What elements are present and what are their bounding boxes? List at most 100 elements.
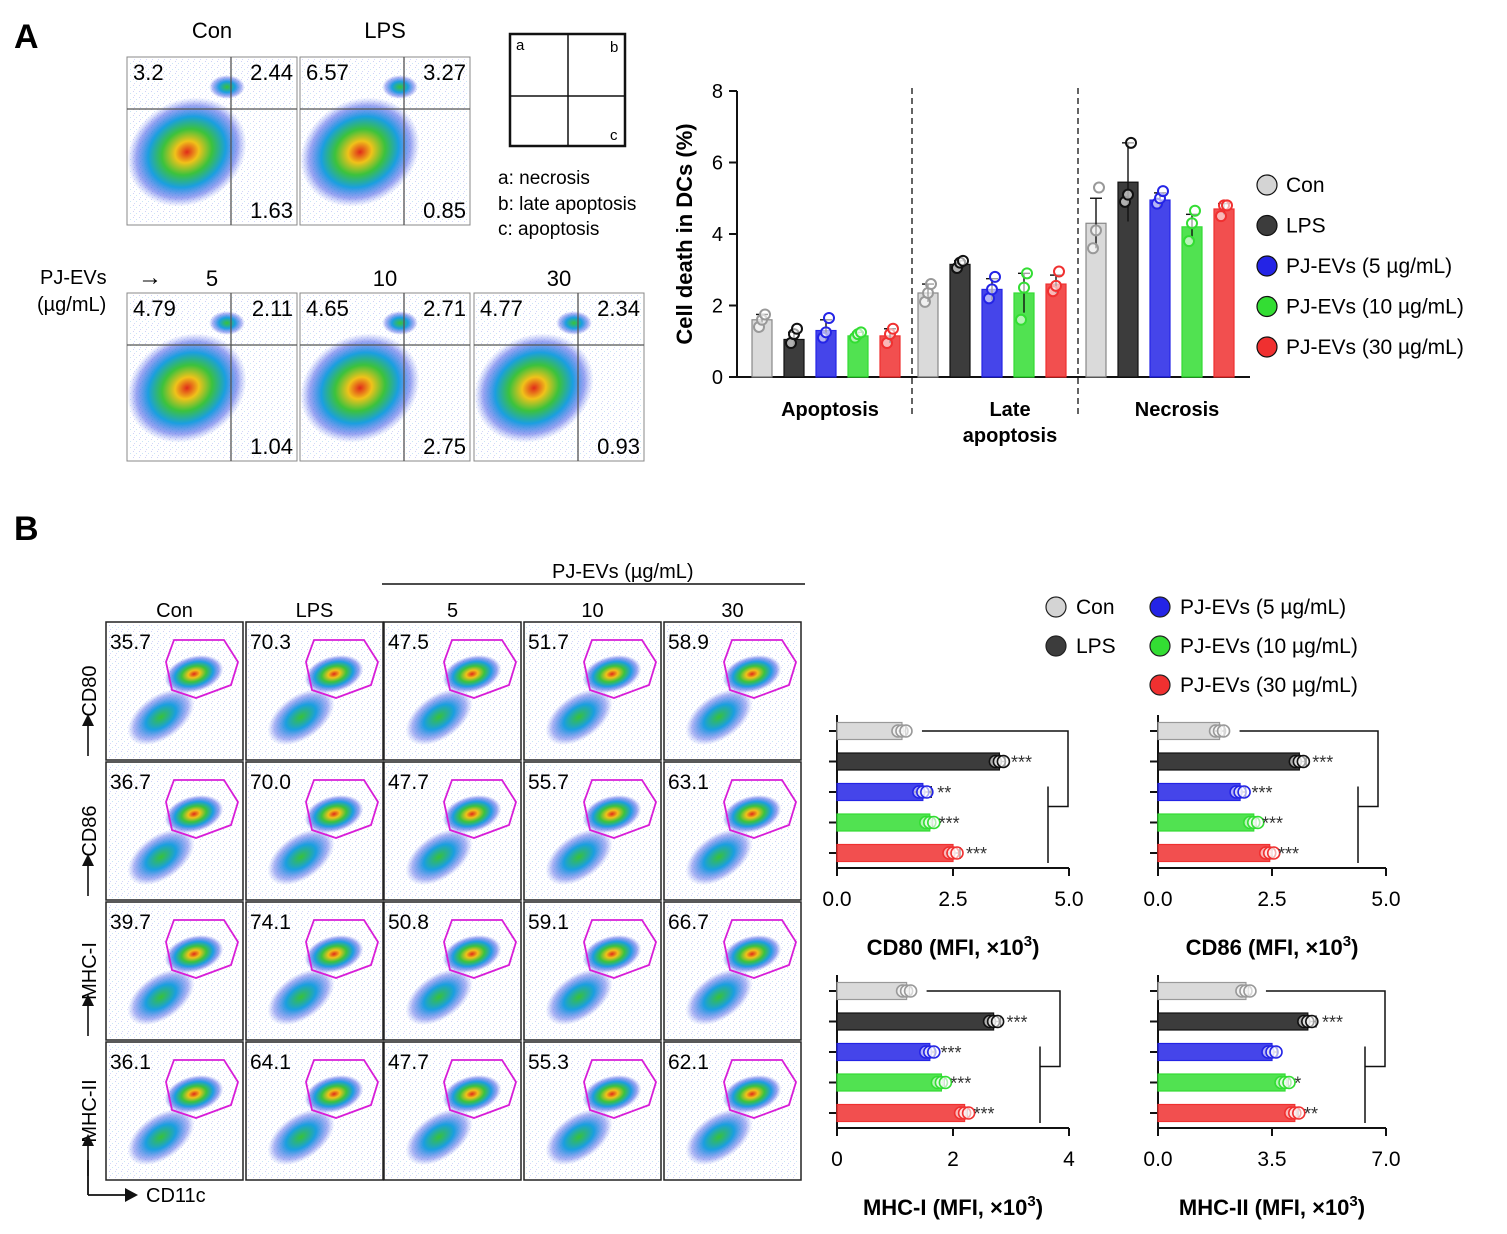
- panel-b-flow-grid: Con LPS 5 10 30 CD80 35.7 70.3 47.5 51.7 58.9 CD86 3…: [79, 600, 802, 1181]
- quadrant-b-value: 2.44: [250, 60, 293, 85]
- legend-marker: [1045, 596, 1067, 618]
- flow-plot-ev5: 5 4.79 2.11 1.04: [126, 266, 298, 462]
- bar: [1157, 752, 1300, 771]
- panel-a-legend: Con LPS PJ-EVs (5 µg/mL) PJ-EVs (10 µg/mL) P…: [1256, 174, 1464, 359]
- data-point: [887, 322, 899, 335]
- flow-cell-lower-population: [127, 968, 195, 1026]
- gate-percentage: 47.5: [388, 631, 429, 654]
- flow-cell-upper-population: [164, 794, 224, 834]
- data-point: [990, 1014, 1005, 1029]
- flow-plot-title: 30: [547, 266, 571, 291]
- legend-marker: [1256, 214, 1278, 237]
- flow-plot-upper-population: [209, 75, 245, 99]
- y-tick-label: 0: [712, 367, 723, 389]
- gate-percentage: 59.1: [528, 911, 569, 934]
- data-point: [961, 1106, 976, 1120]
- data-point: [1215, 210, 1227, 223]
- legend-label: PJ-EVs (5 µg/mL): [1286, 255, 1452, 278]
- x-axis-label: MHC-II (MFI, ×103): [1179, 1193, 1365, 1220]
- gate-outline: [723, 919, 797, 979]
- gate-outline: [583, 1059, 657, 1119]
- comparison-bracket-con: [1239, 730, 1379, 808]
- flow-cell-lower-population: [685, 1108, 753, 1166]
- column-header: 10: [581, 600, 603, 622]
- significance-marker: ***: [940, 1043, 961, 1063]
- flow-cell: 47.7: [383, 761, 522, 901]
- x-tick-label: 0.0: [822, 888, 851, 911]
- gate-outline: [305, 1059, 379, 1119]
- significance-marker: ***: [1252, 783, 1273, 803]
- bar: [836, 1042, 931, 1062]
- quadrant-a-value: 4.77: [480, 296, 523, 321]
- quadrant-b-value: 2.34: [597, 296, 640, 321]
- flow-plot-main-population: [474, 333, 594, 443]
- gate-outline: [443, 779, 517, 839]
- flow-cell-upper-population: [582, 794, 642, 834]
- flow-cell: 35.7: [105, 621, 244, 761]
- bar: [1157, 1103, 1296, 1123]
- x-tick-label: 7.0: [1371, 1148, 1400, 1171]
- gate-outline: [723, 779, 797, 839]
- quadrant-legend-c: c: apoptosis: [498, 219, 599, 240]
- panel-b-legend: Con LPS PJ-EVs (5 µg/mL) PJ-EVs (10 µg/mL) P…: [1045, 596, 1358, 697]
- flow-cell-lower-population: [127, 828, 195, 886]
- quadrant-a-value: 6.57: [306, 60, 349, 85]
- gate-percentage: 55.3: [528, 1051, 569, 1074]
- flow-cell-lower-population: [545, 1108, 613, 1166]
- data-point: [823, 312, 835, 325]
- data-point: [1221, 199, 1233, 212]
- bar: [836, 1073, 943, 1092]
- flow-cell: 66.7: [663, 901, 802, 1041]
- flow-cell-upper-population: [722, 1074, 782, 1114]
- x-axis-label-end: ): [1351, 935, 1358, 960]
- significance-marker: ***: [939, 814, 960, 834]
- flow-cell-lower-population: [127, 688, 195, 746]
- data-point: [791, 322, 803, 335]
- gate-percentage: 47.7: [388, 1051, 429, 1074]
- flow-cell-upper-population: [442, 654, 502, 694]
- panel-b-group-header: PJ-EVs (µg/mL): [552, 561, 694, 583]
- x-axis-label: CD86 (MFI, ×103): [1186, 933, 1359, 960]
- flow-plot-title: 10: [373, 266, 397, 291]
- flow-cell-upper-population: [722, 794, 782, 834]
- gate-percentage: 64.1: [250, 1051, 291, 1074]
- data-point: [855, 326, 867, 339]
- gate-percentage: 47.7: [388, 771, 429, 794]
- flow-cell: 47.5: [383, 621, 522, 761]
- data-point: [1183, 235, 1195, 248]
- flow-cell: 55.7: [523, 761, 662, 901]
- quadrant-a-value: 4.79: [133, 296, 176, 321]
- row-marker-label: MHC-II: [79, 1079, 101, 1142]
- quadrant-a-value: 4.65: [306, 296, 349, 321]
- row-marker-label: CD86: [79, 805, 101, 856]
- cd11c-axis: CD11c: [87, 1160, 206, 1207]
- quadrant-c-value: 0.85: [423, 198, 466, 223]
- x-axis-label-main: MHC-I (MFI, ×10: [863, 1195, 1027, 1220]
- flow-cell: 62.1: [663, 1041, 802, 1181]
- gate-outline: [583, 779, 657, 839]
- x-axis-label-main: MHC-II (MFI, ×10: [1179, 1195, 1350, 1220]
- flow-cell-upper-population: [582, 1074, 642, 1114]
- significance-marker: ***: [950, 1074, 971, 1094]
- legend-label: Con: [1076, 596, 1115, 619]
- significance-marker: ***: [1007, 1013, 1028, 1033]
- gate-percentage: 62.1: [668, 1051, 709, 1074]
- significance-marker: ***: [974, 1104, 995, 1124]
- bar: [1149, 199, 1171, 378]
- data-point: [1282, 1075, 1296, 1090]
- flow-cell: 58.9: [663, 621, 802, 761]
- cd11c-label: CD11c: [146, 1185, 206, 1207]
- flow-cell-lower-population: [405, 828, 473, 886]
- gate-percentage: 35.7: [110, 631, 151, 654]
- y-axis-label: Cell death in DCs (%): [672, 123, 697, 344]
- flow-cell: 36.7: [105, 761, 244, 901]
- quadrant-b-value: 2.71: [423, 296, 466, 321]
- gate-outline: [723, 639, 797, 699]
- data-point: [925, 278, 937, 291]
- x-axis-label: MHC-I (MFI, ×103): [863, 1193, 1043, 1220]
- quadrant-key-b: b: [610, 39, 618, 56]
- data-point: [1090, 224, 1102, 237]
- column-header: 5: [447, 600, 458, 622]
- x-tick-label: 0: [831, 1148, 843, 1171]
